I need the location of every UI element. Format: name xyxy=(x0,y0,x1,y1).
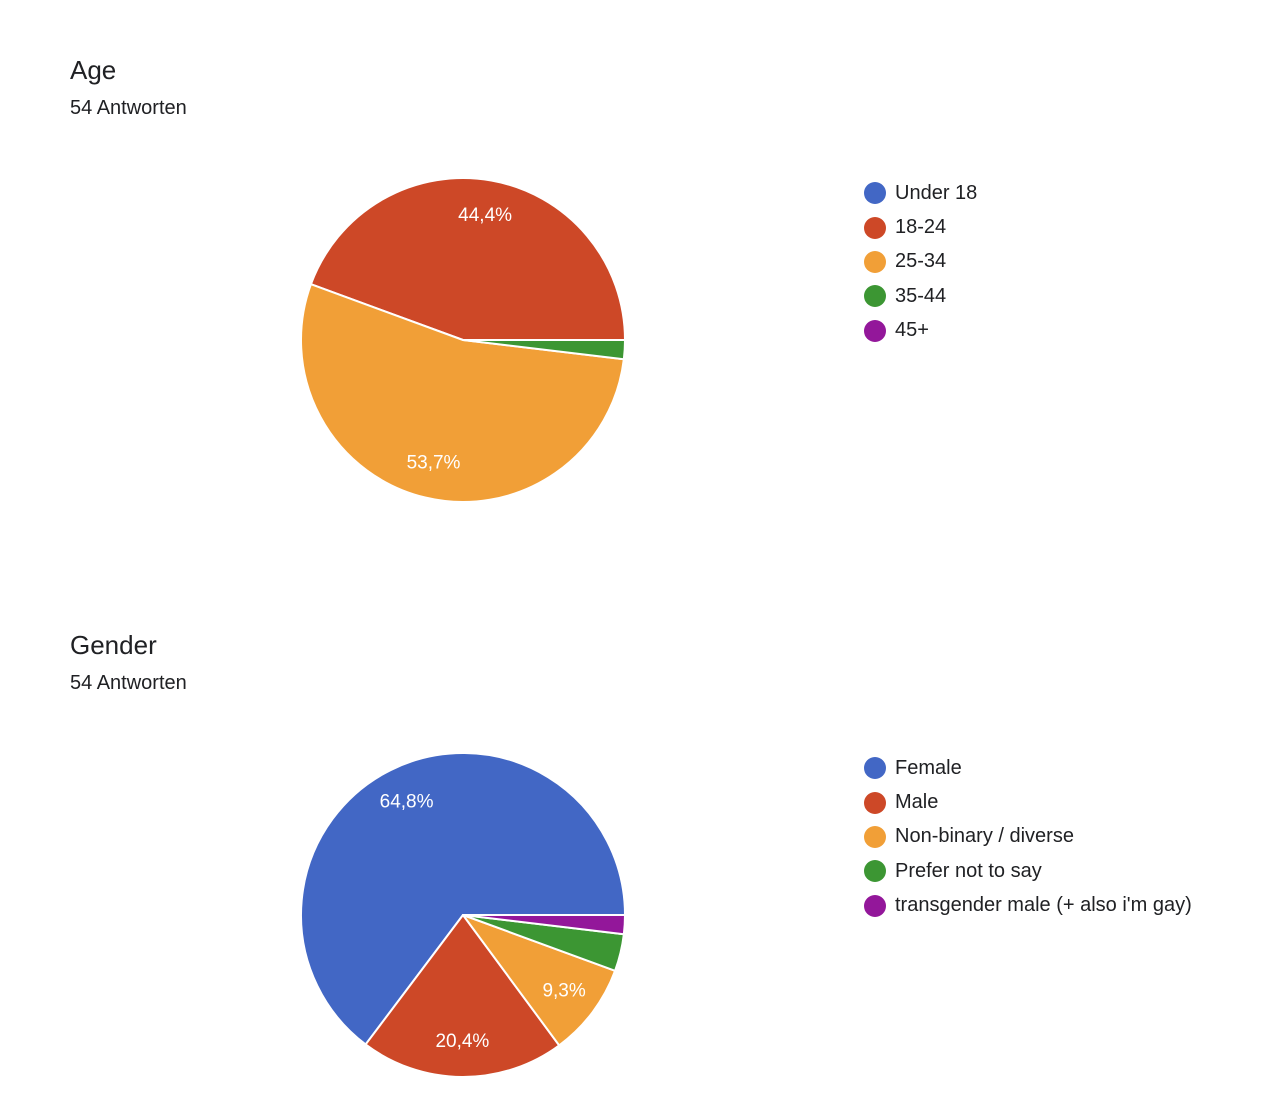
pie-slice-25-34[interactable] xyxy=(300,283,625,503)
age-chart-section: Age 54 Antworten 44,4% 53,7% Under 18 18-2… xyxy=(70,55,977,503)
legend-label: 35-44 xyxy=(895,284,947,307)
legend-label: Non-binary / diverse xyxy=(895,825,1074,848)
gender-chart-section: Gender 54 Antworten 64,8% 20,4% 9,3% Femal… xyxy=(0,575,1261,1091)
legend-label: 45+ xyxy=(895,319,929,342)
legend-label: 18-24 xyxy=(895,216,947,239)
legend-label: 25-34 xyxy=(895,250,947,273)
response-count: 54 Antworten xyxy=(70,672,187,694)
legend-item-under-18[interactable]: Under 18 xyxy=(864,176,977,210)
pie-slice-18-24[interactable] xyxy=(309,177,626,341)
legend-label: Prefer not to say xyxy=(895,859,1042,882)
legend-swatch xyxy=(864,285,886,308)
gender-pie-chart: 64,8% 20,4% 9,3% xyxy=(300,752,626,1078)
legend-swatch xyxy=(864,182,886,205)
legend-item-transgender-male-also-i-m-gay[interactable]: transgender male (+ also i'm gay) xyxy=(864,889,1192,923)
legend-item-non-binary-diverse[interactable]: Non-binary / diverse xyxy=(864,820,1192,854)
response-count: 54 Antworten xyxy=(70,97,187,119)
pie-slice-transgender-male-also-i-m-gay[interactable] xyxy=(462,914,626,936)
legend-swatch xyxy=(864,791,886,814)
legend-swatch xyxy=(864,216,886,239)
legend-item-prefer-not-to-say[interactable]: Prefer not to say xyxy=(864,854,1192,888)
legend-item-45[interactable]: 45+ xyxy=(864,314,977,348)
age-legend: Under 18 18-24 25-34 35-44 45+ xyxy=(864,176,977,348)
question-title: Gender xyxy=(70,630,157,660)
legend-item-35-44[interactable]: 35-44 xyxy=(864,279,977,313)
legend-swatch xyxy=(864,250,886,273)
pie-slice-35-44[interactable] xyxy=(462,339,626,361)
age-pie-chart: 44,4% 53,7% xyxy=(300,177,626,503)
slice-label-male: 20,4% xyxy=(435,1031,489,1052)
legend-label: Male xyxy=(895,791,939,814)
gender-legend: Female Male Non-binary / diverse Prefer not… xyxy=(864,751,1192,923)
slice-label-non-binary-diverse: 9,3% xyxy=(542,980,585,1001)
slice-label-18-24: 44,4% xyxy=(458,205,512,226)
pie-slice-male[interactable] xyxy=(364,914,561,1078)
legend-label: Female xyxy=(895,756,962,779)
legend-item-female[interactable]: Female xyxy=(864,751,1192,785)
legend-item-male[interactable]: Male xyxy=(864,785,1192,819)
legend-label: transgender male (+ also i'm gay) xyxy=(895,894,1192,917)
legend-item-18-24[interactable]: 18-24 xyxy=(864,210,977,244)
legend-swatch xyxy=(864,825,886,848)
legend-label: Under 18 xyxy=(895,181,978,204)
legend-swatch xyxy=(864,757,886,780)
legend-swatch xyxy=(864,860,886,883)
slice-label-female: 64,8% xyxy=(380,791,434,812)
pie-slice-female[interactable] xyxy=(300,752,626,1046)
legend-item-25-34[interactable]: 25-34 xyxy=(864,245,977,279)
slice-label-25-34: 53,7% xyxy=(407,452,461,473)
legend-swatch xyxy=(864,894,886,917)
question-title: Age xyxy=(70,55,117,85)
pie-slice-non-binary-diverse[interactable] xyxy=(462,914,617,1047)
legend-swatch xyxy=(864,319,886,342)
